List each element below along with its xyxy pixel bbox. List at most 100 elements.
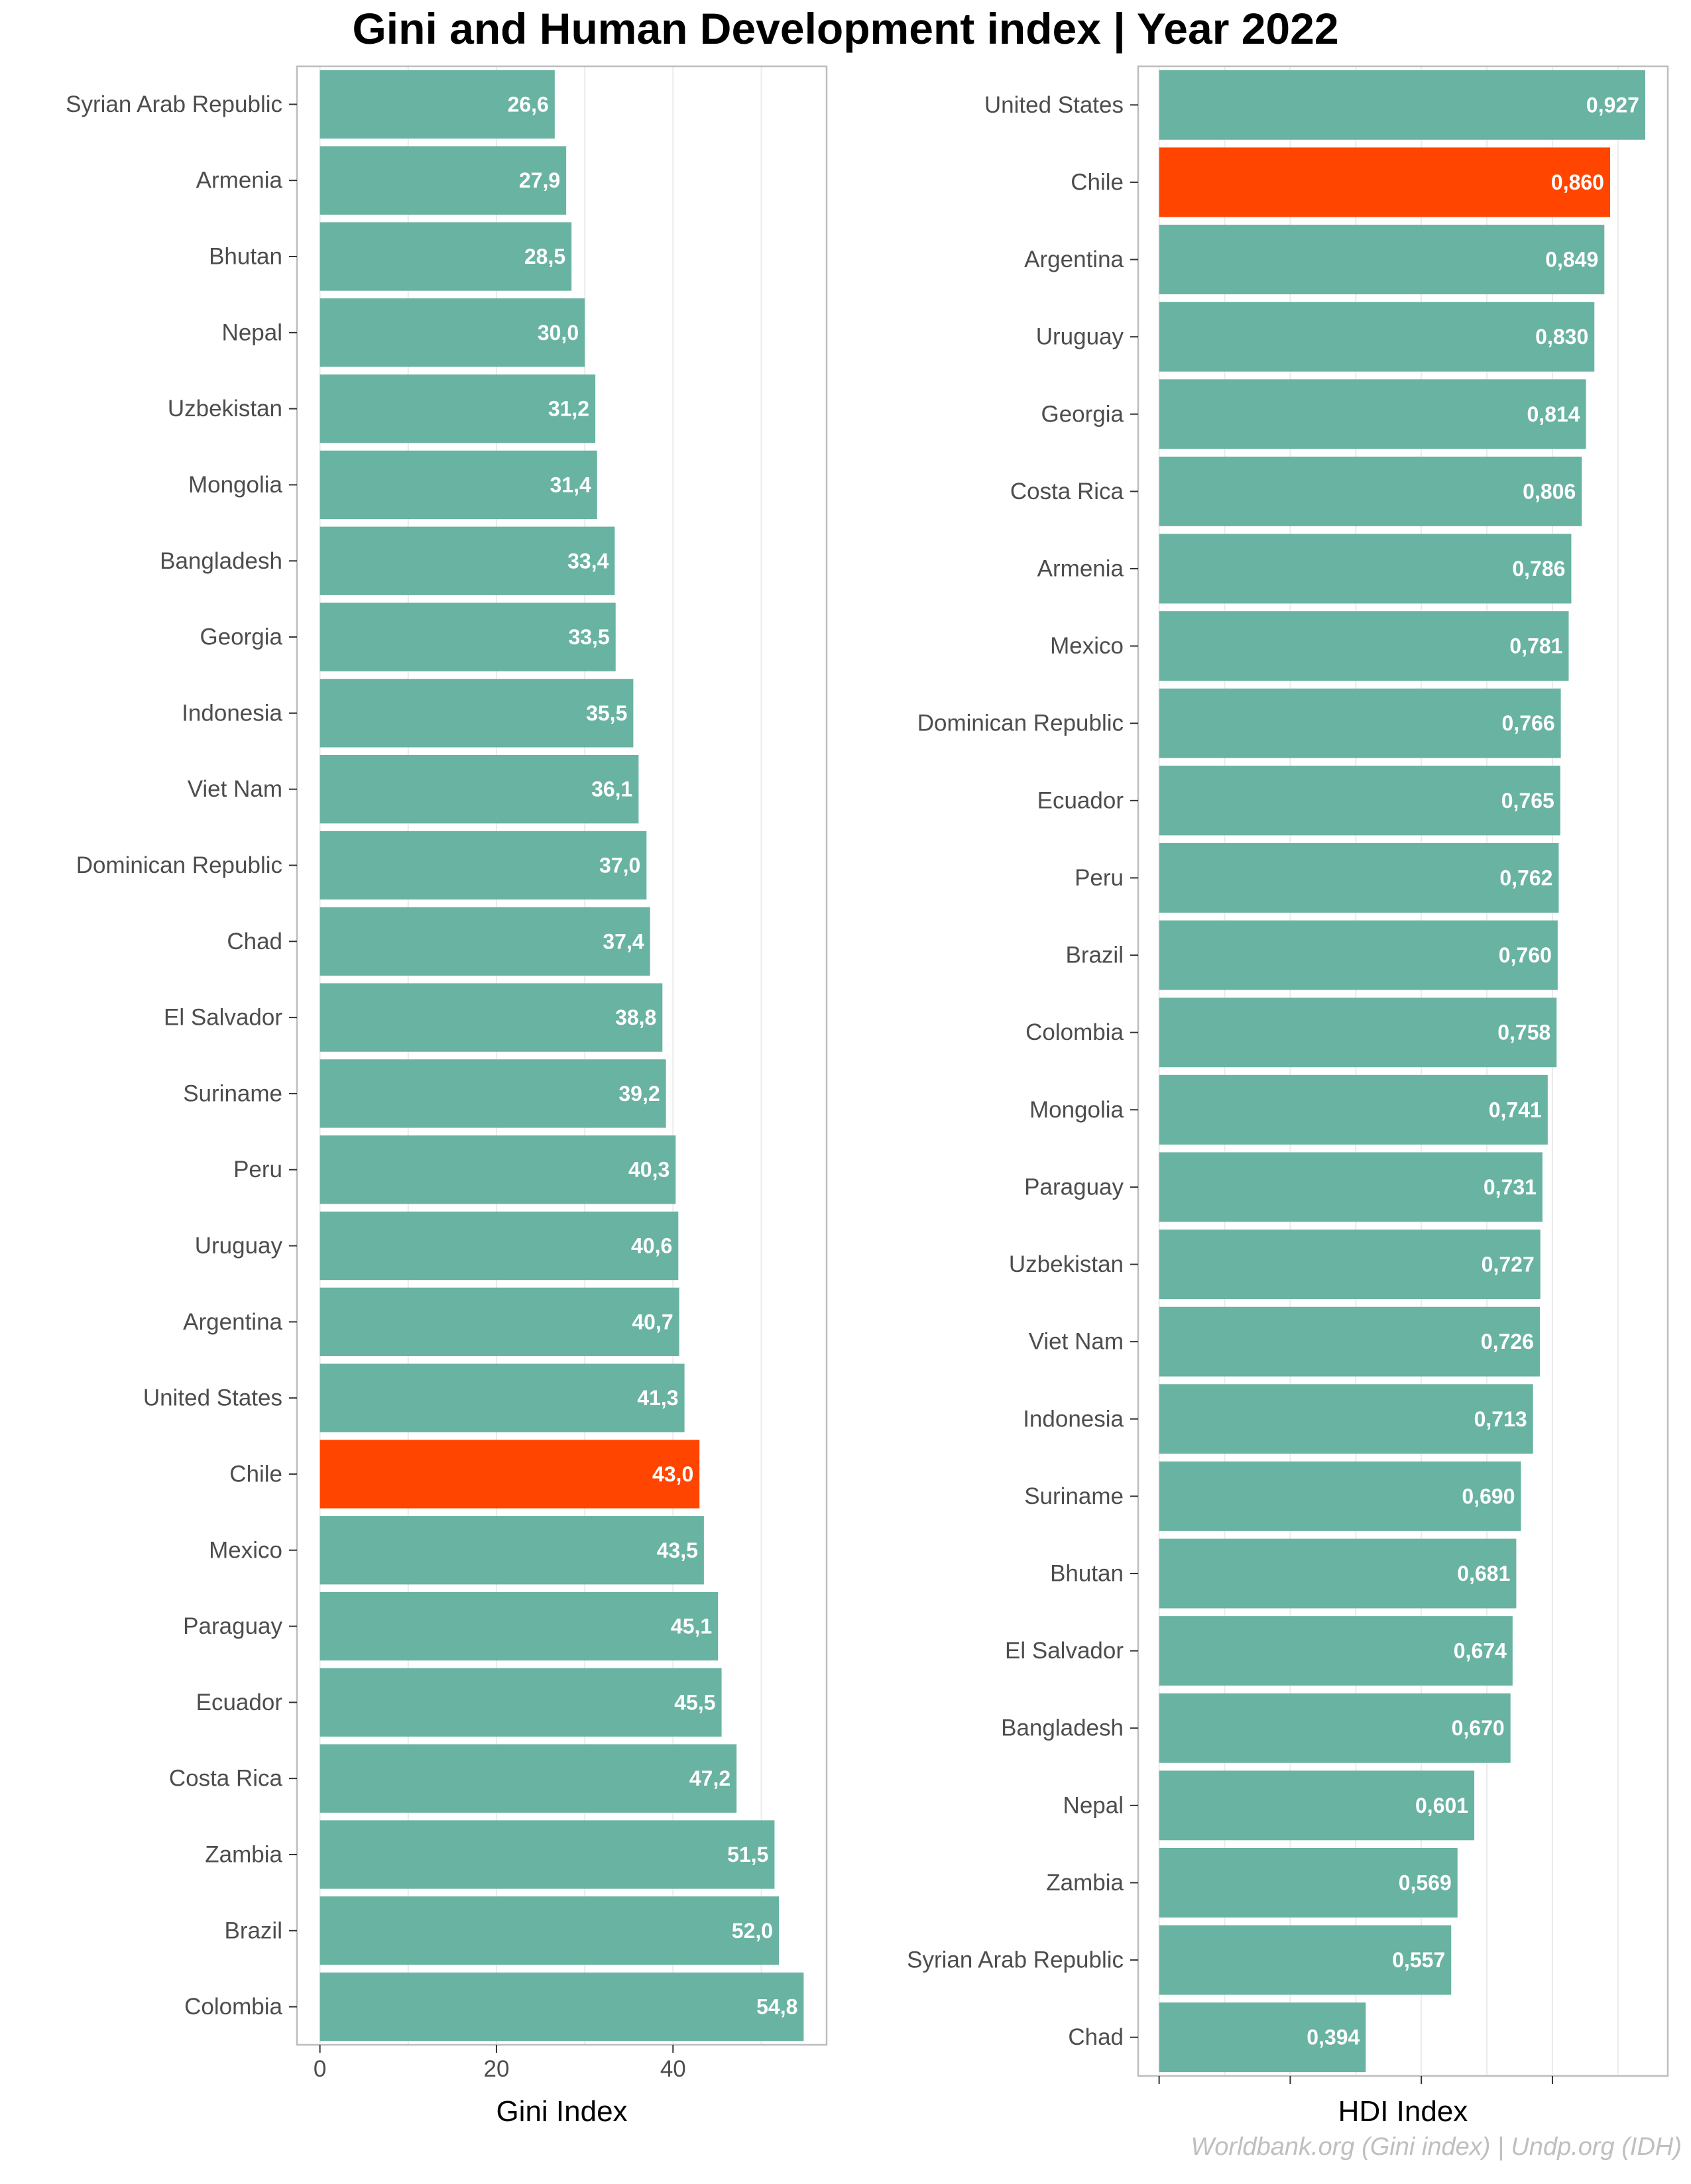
hdi-category-label: Peru [1075,865,1124,891]
gini-category-label: Costa Rica [169,1766,283,1792]
hdi-bar-value-label: 0,569 [1399,1870,1452,1894]
hdi-bar-value-label: 0,830 [1535,325,1588,349]
gini-bar [320,146,567,215]
hdi-bar-value-label: 0,860 [1551,170,1604,194]
gini-bar [320,679,634,748]
hdi-bar-value-label: 0,786 [1512,557,1565,581]
hdi-bar-value-label: 0,726 [1481,1330,1534,1353]
hdi-bar [1159,534,1572,604]
hdi-category-label: Indonesia [1023,1406,1124,1432]
hdi-bar-value-label: 0,731 [1484,1175,1537,1199]
gini-bar [320,374,596,443]
hdi-bar-value-label: 0,670 [1452,1716,1505,1740]
hdi-panel: 0,927 0,860 0,849 0,830 0,814 0,806 0,786 0,781… [907,65,1669,2128]
hdi-bar [1159,766,1560,836]
gini-bar-labels: 26,6 27,9 28,5 30,0 31,2 31,4 33,4 33,5 35,5 36,1… [508,92,798,2018]
hdi-x-axis [1158,2076,1553,2084]
hdi-category-label: Brazil [1065,943,1124,968]
gini-category-label: Peru [233,1157,282,1182]
hdi-bar-value-label: 0,674 [1454,1639,1507,1663]
gini-category-label: Suriname [183,1080,282,1106]
hdi-bar [1159,1925,1452,1995]
gini-bar-value-label: 39,2 [618,1082,660,1106]
gini-bar [320,1135,676,1204]
hdi-bar-value-label: 0,766 [1502,711,1555,735]
hdi-category-label: Costa Rica [1010,479,1124,504]
hdi-bar-value-label: 0,690 [1462,1484,1515,1508]
gini-bar [320,1820,775,1889]
gini-bar [320,1591,719,1661]
gini-bar-value-label: 51,5 [727,1843,768,1867]
hdi-bar [1159,611,1569,681]
gini-bar-value-label: 33,4 [567,549,609,573]
hdi-category-label: Paraguay [1024,1174,1124,1200]
hdi-category-label: United States [984,92,1124,118]
hdi-bar-value-label: 0,394 [1307,2026,1360,2049]
gini-bar-value-label: 38,8 [615,1006,656,1029]
hdi-bar [1159,225,1605,295]
gini-bar-value-label: 47,2 [689,1766,730,1790]
hdi-bar-value-label: 0,814 [1527,402,1580,426]
hdi-bar [1159,456,1582,526]
gini-category-label: Chad [227,929,282,954]
gini-category-label: United States [143,1385,282,1411]
gini-bar-value-label: 26,6 [508,92,549,116]
hdi-bar-value-label: 0,557 [1392,1948,1445,1972]
hdi-bar [1159,842,1559,913]
hdi-category-label: Argentina [1024,247,1124,272]
gini-category-label: Bhutan [209,244,282,270]
gini-category-label: Uzbekistan [168,396,282,422]
hdi-category-label: Bhutan [1050,1561,1124,1587]
gini-bar [320,1059,666,1128]
gini-bar [320,526,615,595]
hdi-category-label: Georgia [1041,401,1124,427]
hdi-bar [1159,920,1558,990]
page-title: Gini and Human Development index | Year … [352,4,1339,53]
gini-x-axis-title: Gini Index [496,2095,627,2128]
gini-bar [320,907,650,976]
gini-category-label: Indonesia [182,700,282,726]
gini-category-label: El Salvador [164,1005,282,1031]
gini-category-label: Georgia [200,624,282,650]
gini-bars [320,70,804,2041]
gini-panel-border [296,65,828,2046]
hdi-bar [1159,1230,1541,1300]
hdi-category-label: Syrian Arab Republic [907,1947,1124,1973]
gini-category-label: Paraguay [183,1613,282,1639]
gini-x-tick-label: 40 [660,2056,686,2082]
gini-category-label: Nepal [222,319,282,345]
hdi-bar [1159,1306,1540,1377]
hdi-bar-value-label: 0,741 [1489,1098,1542,1121]
hdi-bar [1159,1074,1548,1145]
hdi-bar [1159,379,1586,449]
gini-bar [320,1668,722,1737]
gini-category-label: Brazil [224,1918,282,1943]
gini-category-label: Viet Nam [188,776,282,802]
hdi-category-label: El Salvador [1005,1638,1124,1664]
gini-bar-value-label: 54,8 [756,1995,797,2019]
hdi-bar [1159,70,1645,140]
hdi-x-axis-title: HDI Index [1338,2095,1468,2128]
gini-category-label: Dominican Republic [76,852,282,878]
gini-bar [320,831,647,900]
hdi-bar-value-label: 0,713 [1474,1407,1527,1431]
hdi-bar [1159,1152,1543,1222]
gini-bar-value-label: 43,5 [657,1538,698,1562]
hdi-bar-value-label: 0,765 [1501,789,1554,813]
gini-bar-value-label: 31,2 [548,397,589,421]
hdi-category-label: Chad [1068,2024,1124,2050]
gini-bar [320,450,597,520]
gini-bar-value-label: 52,0 [732,1919,773,1943]
gini-bar-value-label: 28,5 [524,245,565,268]
gini-y-axis: Syrian Arab Republic Armenia Bhutan Nepal Uz… [66,91,297,2020]
hdi-bar-labels: 0,927 0,860 0,849 0,830 0,814 0,806 0,786 0,781… [1307,93,1639,2049]
hdi-bar-value-label: 0,762 [1499,866,1552,890]
hdi-y-axis: United States Chile Argentina Uruguay Georgi… [907,92,1138,2050]
gini-bar-value-label: 36,1 [591,777,632,801]
hdi-category-label: Uzbekistan [1009,1251,1124,1277]
hdi-bar [1159,147,1610,217]
hdi-category-label: Armenia [1037,556,1124,582]
gini-bar-value-label: 27,9 [519,168,560,192]
hdi-category-label: Viet Nam [1029,1329,1124,1355]
